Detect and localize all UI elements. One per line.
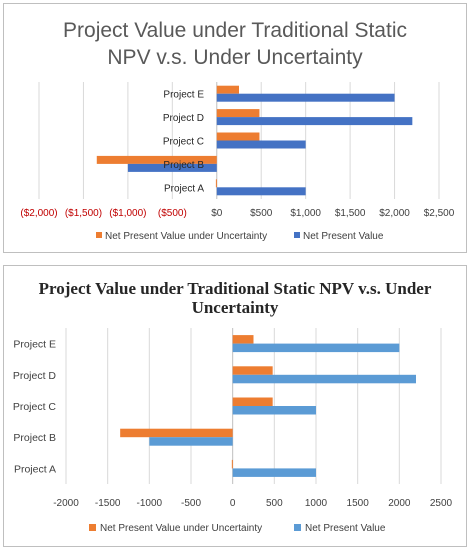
bar-net-present-value-project-c xyxy=(216,140,306,149)
chart-1-title-line-2: NPV v.s. Under Uncertainty xyxy=(107,46,363,69)
legend-label-npv: Net Present Value xyxy=(303,231,384,242)
x-tick-label: -1500 xyxy=(95,498,121,509)
x-tick-label: -2000 xyxy=(53,498,79,509)
chart-panel-1: Project Value under Traditional Static N… xyxy=(3,3,467,253)
bar-net-present-value-project-a xyxy=(216,187,306,196)
x-tick-label: 1000 xyxy=(305,498,328,509)
legend-swatch-npv xyxy=(294,232,300,238)
bar-net-present-value-under-uncertainty-project-c xyxy=(216,132,260,141)
category-label-project-e: Project E xyxy=(13,339,56,351)
chart-2-title-line-1: Project Value under Traditional Static N… xyxy=(39,279,432,298)
x-tick-label: $2,500 xyxy=(424,208,455,219)
category-label-project-e: Project E xyxy=(163,90,204,101)
legend-label-npv: Net Present Value xyxy=(305,523,386,534)
category-label-project-a: Project A xyxy=(14,463,56,475)
bar-net-present-value-under-uncertainty-project-a xyxy=(231,459,233,469)
category-label-project-a: Project A xyxy=(164,183,204,194)
x-tick-label: 1500 xyxy=(347,498,370,509)
x-tick-label: ($2,000) xyxy=(20,208,57,219)
bar-net-present-value-project-b xyxy=(149,437,233,446)
x-tick-label: -500 xyxy=(181,498,201,509)
bar-net-present-value-under-uncertainty-project-e xyxy=(216,85,239,94)
bar-net-present-value-under-uncertainty-project-c xyxy=(232,397,273,406)
category-label-project-d: Project D xyxy=(13,370,57,382)
bar-net-present-value-under-uncertainty-project-b xyxy=(120,428,233,438)
bar-net-present-value-project-b xyxy=(127,163,217,172)
x-tick-label: 0 xyxy=(230,498,236,509)
category-label-project-b: Project B xyxy=(163,160,204,171)
x-tick-label: $1,500 xyxy=(335,208,366,219)
chart-1-title-line-1: Project Value under Traditional Static xyxy=(63,19,407,42)
x-tick-label: $2,000 xyxy=(379,208,410,219)
bar-net-present-value-project-e xyxy=(232,343,400,353)
bar-net-present-value-under-uncertainty-project-d xyxy=(216,109,260,118)
x-tick-label: 2500 xyxy=(430,498,453,509)
x-tick-label: ($500) xyxy=(158,208,187,219)
legend-label-npv-uncertainty: Net Present Value under Uncertainty xyxy=(100,523,262,534)
x-tick-label: $0 xyxy=(211,208,223,219)
chart-panel-2: Project Value under Traditional Static N… xyxy=(3,265,467,547)
x-tick-label: ($1,500) xyxy=(65,208,102,219)
bar-net-present-value-under-uncertainty-project-a xyxy=(215,179,217,188)
bar-net-present-value-project-d xyxy=(216,117,413,126)
x-tick-label: $500 xyxy=(250,208,273,219)
category-label-project-b: Project B xyxy=(13,432,56,444)
bar-net-present-value-project-d xyxy=(232,374,416,384)
category-label-project-c: Project C xyxy=(163,137,204,148)
bar-net-present-value-project-c xyxy=(232,406,316,415)
legend-swatch-npv-uncertainty xyxy=(89,524,96,531)
category-label-project-c: Project C xyxy=(13,401,57,413)
chart-2-svg: Project Value under Traditional Static N… xyxy=(13,279,453,534)
legend-swatch-npv xyxy=(294,524,301,531)
x-tick-label: $1,000 xyxy=(290,208,321,219)
legend-label-npv-uncertainty: Net Present Value under Uncertainty xyxy=(105,231,267,242)
bar-net-present-value-under-uncertainty-project-d xyxy=(232,366,273,375)
legend-swatch-npv-uncertainty xyxy=(96,232,102,238)
bar-net-present-value-under-uncertainty-project-b xyxy=(96,155,217,164)
x-tick-label: 2000 xyxy=(388,498,411,509)
bar-net-present-value-under-uncertainty-project-e xyxy=(232,335,254,344)
x-tick-label: 500 xyxy=(266,498,283,509)
x-tick-label: ($1,000) xyxy=(109,208,146,219)
x-tick-label: -1000 xyxy=(137,498,163,509)
bar-net-present-value-project-a xyxy=(232,468,316,477)
chart-1-svg: Project Value under Traditional Static N… xyxy=(20,19,455,242)
chart-2-title-line-2: Uncertainty xyxy=(192,298,279,317)
category-label-project-d: Project D xyxy=(163,113,204,124)
bar-net-present-value-project-e xyxy=(216,93,395,102)
